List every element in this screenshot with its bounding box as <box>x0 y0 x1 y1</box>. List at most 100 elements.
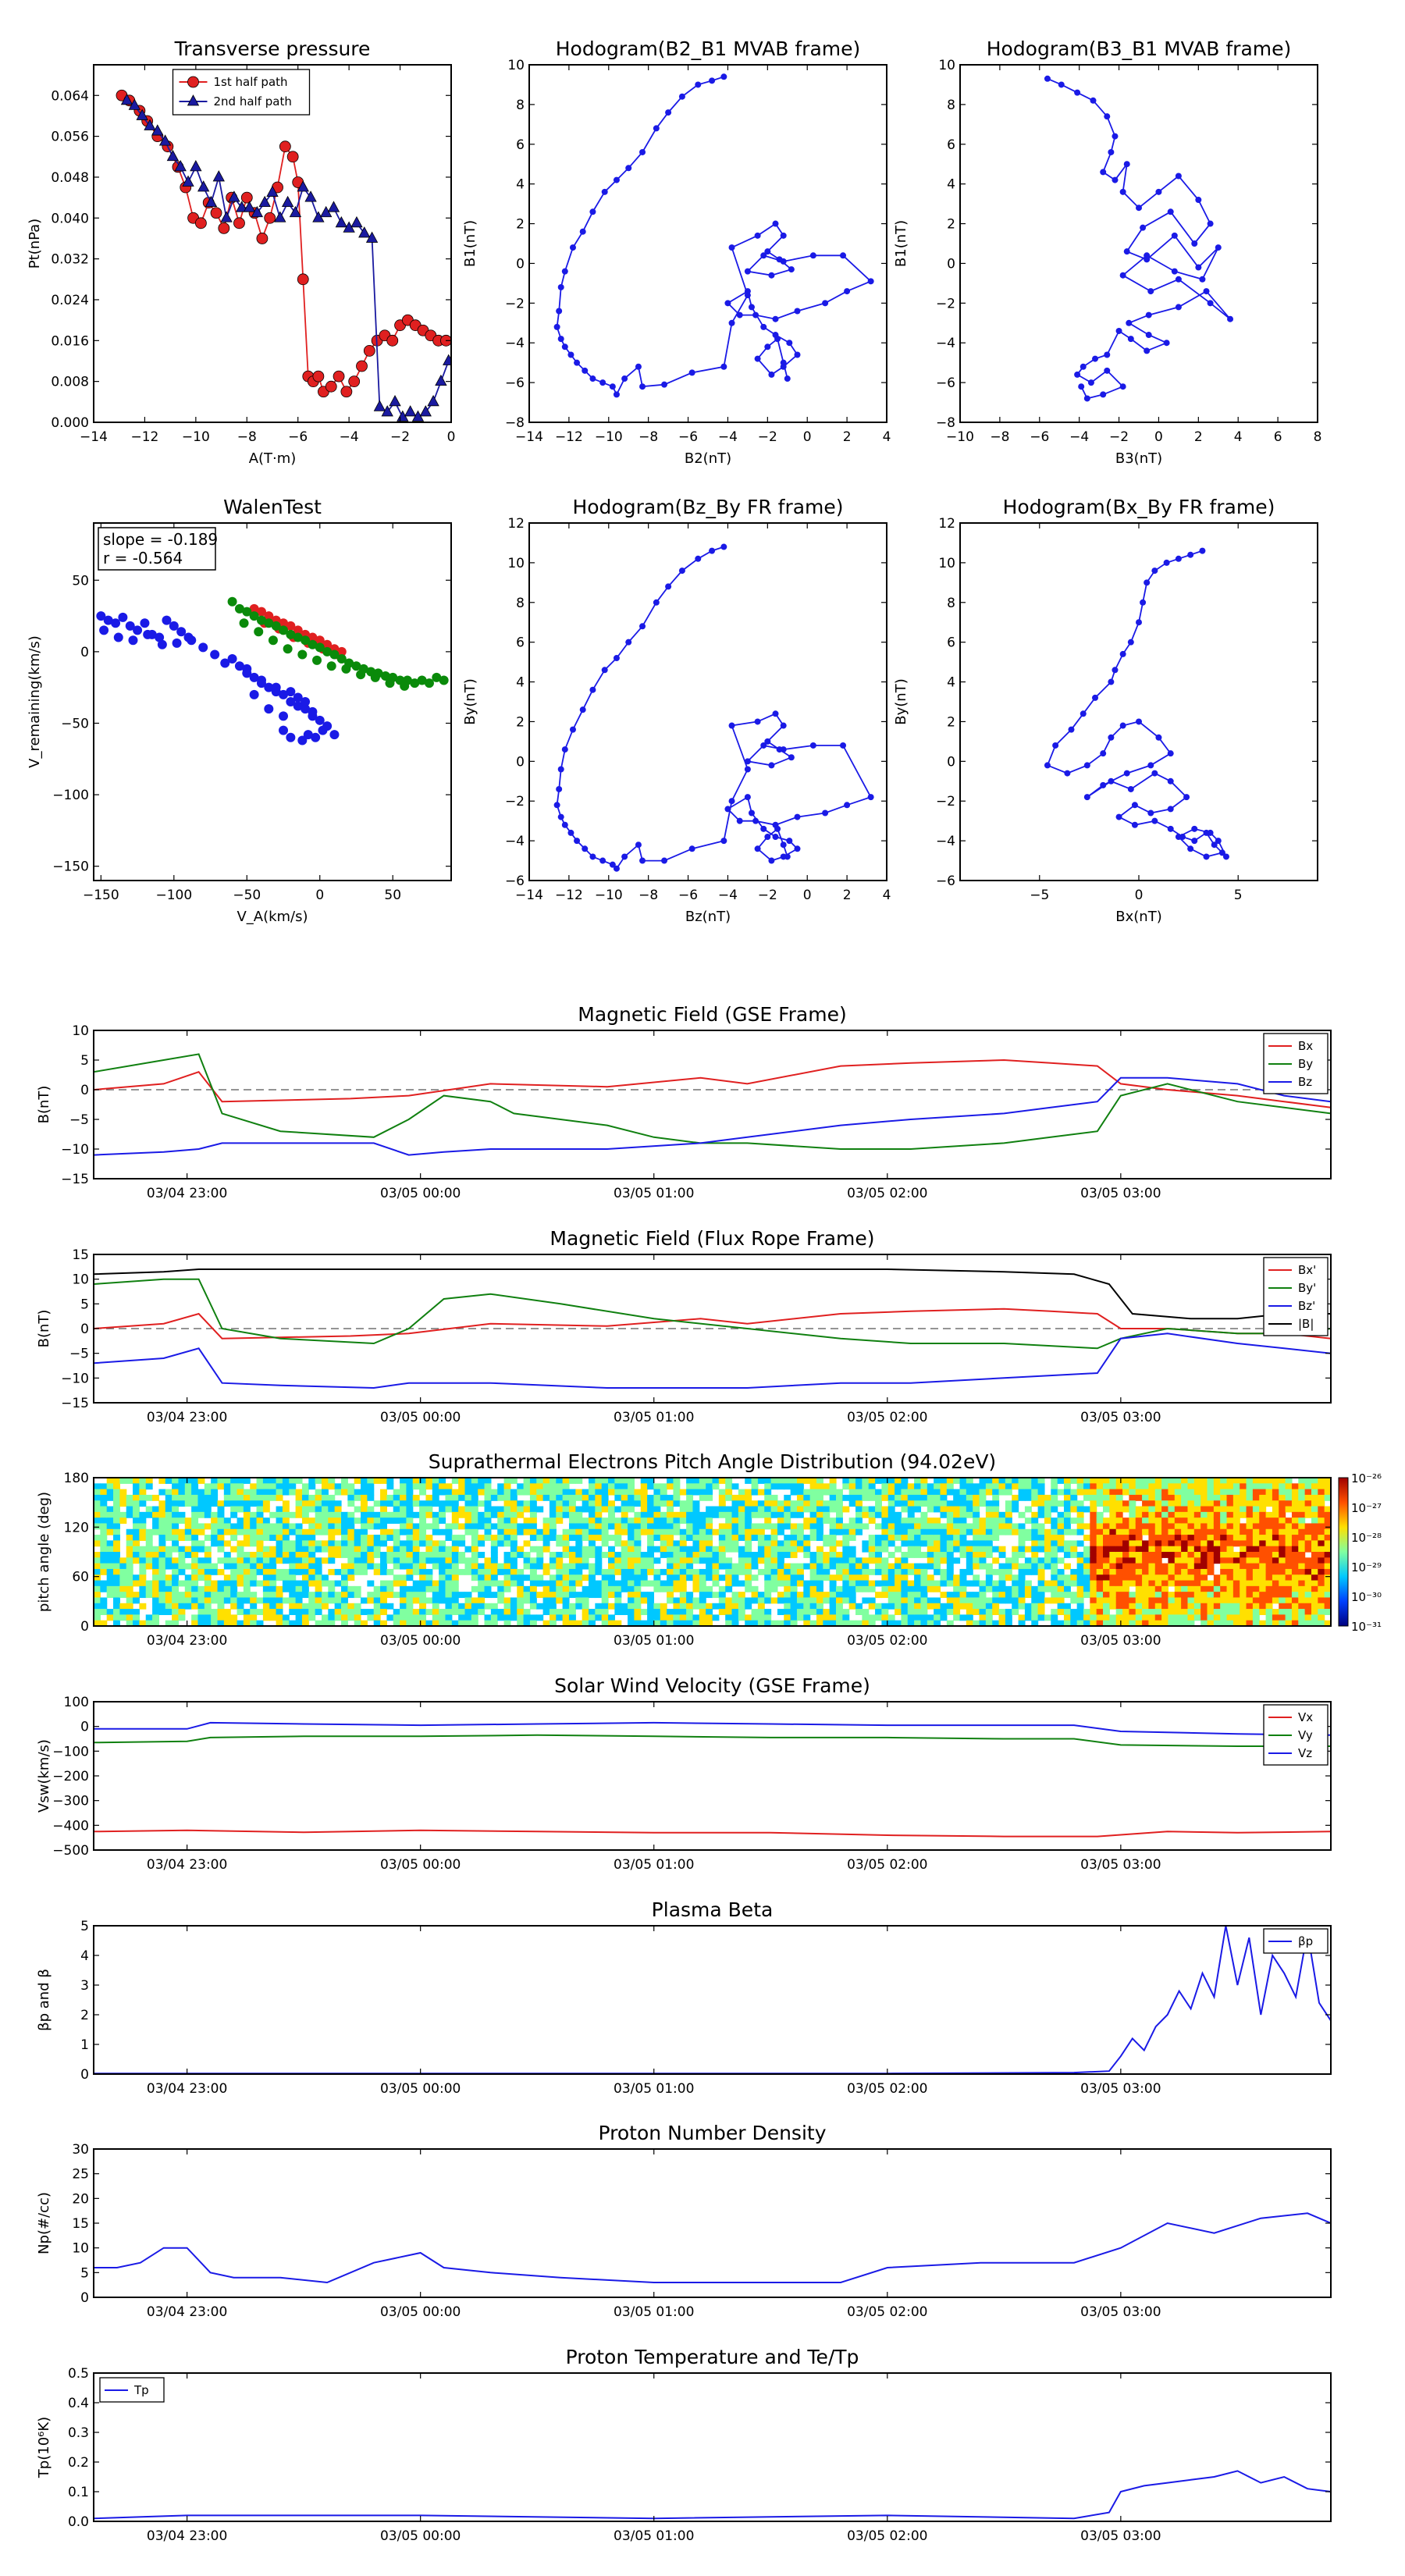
heatmap-cell <box>308 1494 316 1501</box>
x-tick-label: −2 <box>758 888 777 903</box>
heatmap-cell <box>973 1557 980 1564</box>
heatmap-cell <box>256 1528 264 1535</box>
heatmap-cell <box>1012 1494 1019 1501</box>
heatmap-cell <box>1135 1614 1143 1621</box>
heatmap-cell <box>1213 1500 1221 1507</box>
heatmap-cell <box>230 1574 238 1582</box>
heatmap-cell <box>94 1568 101 1575</box>
heatmap-cell <box>321 1546 329 1553</box>
data-point <box>234 603 244 614</box>
heatmap-cell <box>542 1489 550 1496</box>
x-axis-label: V_A(km/s) <box>237 909 308 925</box>
heatmap-cell <box>855 1517 863 1525</box>
heatmap-cell <box>589 1568 596 1575</box>
heatmap-cell <box>887 1603 895 1610</box>
heatmap-cell <box>1259 1585 1267 1592</box>
heatmap-cell <box>425 1511 433 1518</box>
heatmap-cell <box>439 1557 446 1564</box>
heatmap-cell <box>907 1511 915 1518</box>
heatmap-cell <box>1272 1563 1279 1570</box>
heatmap-cell <box>692 1557 700 1564</box>
heatmap-cell <box>315 1620 322 1626</box>
heatmap-cell <box>1103 1574 1110 1582</box>
heatmap-cell <box>1090 1568 1097 1575</box>
heatmap-cell <box>301 1517 309 1525</box>
data-point <box>1227 315 1234 322</box>
data-point <box>1108 777 1115 785</box>
heatmap-cell <box>269 1563 277 1570</box>
heatmap-cell <box>1265 1574 1273 1582</box>
heatmap-cell <box>718 1489 726 1496</box>
heatmap-cell <box>94 1614 101 1621</box>
y-tick-label: −2 <box>505 794 525 809</box>
heatmap-cell <box>100 1535 108 1541</box>
heatmap-cell <box>1031 1528 1039 1535</box>
heatmap-cell <box>1090 1609 1097 1615</box>
heatmap-cell <box>764 1506 772 1513</box>
data-point <box>205 195 218 208</box>
heatmap-cell <box>464 1528 472 1535</box>
heatmap-cell <box>621 1603 628 1610</box>
heatmap-cell <box>1142 1483 1150 1490</box>
heatmap-cell <box>1174 1494 1182 1501</box>
heatmap-cell <box>640 1552 648 1558</box>
heatmap-cell <box>881 1568 889 1575</box>
heatmap-cell <box>445 1483 453 1490</box>
heatmap-cell <box>497 1494 505 1501</box>
heatmap-cell <box>1096 1535 1104 1541</box>
heatmap-cell <box>178 1483 186 1490</box>
heatmap-cell <box>575 1523 583 1530</box>
heatmap-cell <box>992 1609 1000 1615</box>
heatmap-cell <box>1115 1494 1123 1501</box>
heatmap-cell <box>757 1603 765 1610</box>
legend-label: Bx <box>1298 1039 1313 1053</box>
heatmap-cell <box>556 1483 564 1490</box>
heatmap-cell <box>901 1580 909 1587</box>
heatmap-cell <box>1096 1603 1104 1610</box>
heatmap-cell <box>1057 1540 1065 1547</box>
heatmap-cell <box>289 1540 297 1547</box>
heatmap-cell <box>829 1523 837 1530</box>
heatmap-cell <box>133 1523 140 1530</box>
data-point <box>709 547 716 554</box>
heatmap-cell <box>751 1552 759 1558</box>
heatmap-cell <box>197 1506 205 1513</box>
heatmap-cell <box>614 1597 622 1604</box>
heatmap-cell <box>139 1494 147 1501</box>
heatmap-cell <box>667 1568 674 1575</box>
heatmap-cell <box>172 1597 180 1604</box>
data-point <box>754 845 761 852</box>
heatmap-cell <box>614 1528 622 1535</box>
heatmap-cell <box>907 1489 915 1496</box>
data-point <box>1119 650 1126 657</box>
heatmap-cell <box>887 1523 895 1530</box>
heatmap-cell <box>490 1609 498 1615</box>
heatmap-cell <box>347 1489 355 1496</box>
heatmap-cell <box>361 1546 368 1553</box>
heatmap-cell <box>1246 1603 1254 1610</box>
heatmap-cell <box>471 1478 478 1484</box>
heatmap-cell <box>842 1494 850 1501</box>
heatmap-cell <box>1168 1620 1176 1626</box>
heatmap-cell <box>386 1494 394 1501</box>
y-tick-label: 10 <box>938 556 955 571</box>
data-point <box>557 283 564 290</box>
heatmap-cell <box>940 1511 948 1518</box>
heatmap-cell <box>823 1557 831 1564</box>
data-point <box>639 148 646 155</box>
heatmap-cell <box>1148 1568 1156 1575</box>
heatmap-cell <box>204 1523 212 1530</box>
heatmap-cell <box>1232 1535 1240 1541</box>
heatmap-cell <box>608 1557 615 1564</box>
heatmap-cell <box>686 1478 694 1484</box>
heatmap-cell <box>211 1568 219 1575</box>
heatmap-cell <box>386 1552 394 1558</box>
heatmap-cell <box>276 1528 283 1535</box>
heatmap-cell <box>542 1620 550 1626</box>
heatmap-cell <box>1252 1494 1260 1501</box>
heatmap-cell <box>1135 1568 1143 1575</box>
heatmap-cell <box>1193 1540 1201 1547</box>
heatmap-cell <box>842 1597 850 1604</box>
heatmap-cell <box>1220 1517 1228 1525</box>
heatmap-cell <box>133 1546 140 1553</box>
